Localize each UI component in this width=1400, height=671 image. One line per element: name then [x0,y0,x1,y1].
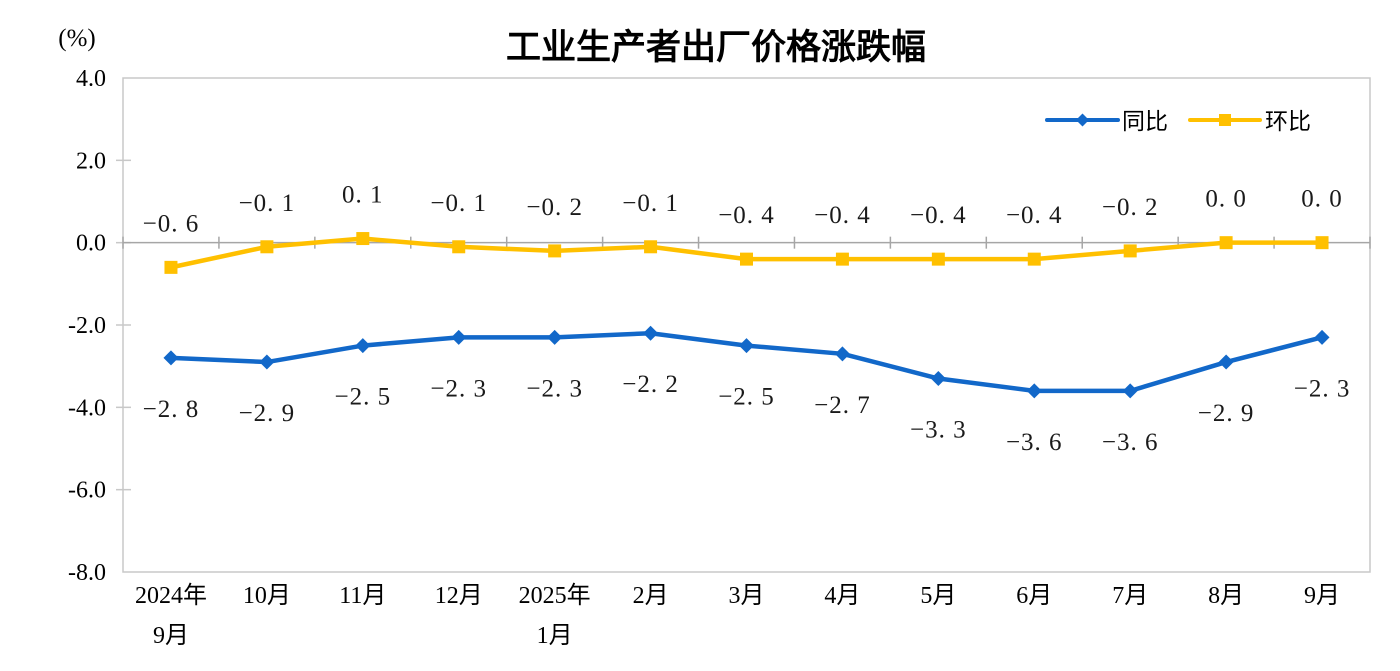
series-mom-value-label: 0. 0 [1301,186,1343,213]
series-mom-marker [1123,244,1137,258]
series-yoy-marker [451,329,467,345]
series-mom-marker [452,240,466,254]
y-axis-tick-label: 4.0 [76,66,106,92]
series-yoy-marker [1122,383,1138,399]
series-yoy-marker [547,329,563,345]
series-mom-value-label: 0. 1 [342,182,384,209]
series-mom-value-label: −0. 4 [718,202,775,229]
x-axis-category-label: 8月 [1208,583,1244,609]
series-yoy-value-label: −2. 2 [622,371,679,398]
legend-mom-marker [1219,114,1231,126]
series-yoy-value-label: −2. 3 [1294,375,1351,402]
series-mom-marker [835,252,849,266]
series-mom-marker [1315,236,1329,250]
legend-item-mom: 环比 [1188,108,1311,134]
series-yoy-value-label: −2. 3 [430,375,487,402]
series-mom-value-label: −0. 2 [1102,194,1159,221]
series-mom-marker [356,232,370,246]
series-mom-marker [260,240,274,254]
series-yoy-value-label: −2. 5 [335,384,392,411]
y-axis-unit-label: (%) [58,25,95,52]
legend-yoy-label: 同比 [1122,108,1168,134]
y-axis-tick-label: -4.0 [68,395,106,421]
x-axis-category-label: 2月 [633,583,669,609]
x-axis-category-label: 6月 [1016,583,1052,609]
x-axis-labels-group: 2024年 9月 10月 11月 12月 2025年 1月 2月 3月 4月 5月 6月 7月 8月 9月 [135,582,1340,649]
series-yoy-marker [643,325,659,341]
series-mom-marker [644,240,658,254]
x-axis-category-label: 3月 [729,583,765,609]
series-mom-value-label: −0. 4 [1006,202,1063,229]
series-yoy-value-label: −3. 3 [910,417,967,444]
x-axis-category-label: 5月 [920,583,956,609]
value-labels-group: −2. 8 −2. 9 −2. 5 −2. 3 −2. 3 −2. 2 −2. 5 −2. 7… [143,182,1351,456]
axes-group: 4.0 2.0 0.0 -2.0 -4.0 -6.0 -8.0 [68,66,1371,586]
series-mom-value-label: −0. 6 [143,210,200,237]
series-yoy-marker [739,338,754,354]
series-yoy-value-label: −2. 3 [526,375,583,402]
y-axis-tick-label: 2.0 [76,148,106,174]
series-mom-value-label: −0. 2 [526,194,583,221]
y-axis-tick-label: -6.0 [68,478,106,504]
series-mom-value-label: 0. 0 [1205,186,1247,213]
series-yoy-value-label: −2. 5 [718,384,775,411]
series-mom-marker [931,252,945,266]
series-yoy-value-label: −2. 7 [814,392,871,419]
series-mom-marker [1219,236,1233,250]
series-mom-value-label: −0. 4 [910,202,967,229]
chart-title: 工业生产者出厂价格涨跌幅 [506,28,926,67]
x-axis-category-label: 10月 [243,583,291,609]
series-mom-value-label: −0. 1 [430,190,487,217]
legend: 同比 环比 [1045,108,1311,134]
series-yoy-marker [1218,354,1234,370]
series-yoy-marker [1314,329,1330,345]
x-axis-category-label: 11月 [339,583,386,609]
series-yoy-marker [259,354,275,370]
x-axis-category-label: 12月 [435,583,483,609]
y-axis-tick-label: 0.0 [76,231,106,257]
series-group [163,232,1330,399]
x-axis-category-label: 9月 [1304,583,1340,609]
series-mom-marker [1027,252,1041,266]
series-yoy-marker [930,371,946,387]
series-mom-value-label: −0. 4 [814,202,871,229]
series-mom-value-label: −0. 1 [239,190,296,217]
series-yoy-value-label: −3. 6 [1006,429,1063,456]
x-axis-category-label: 2024年 9月 [135,582,207,649]
x-axis-category-label: 4月 [824,583,860,609]
series-mom-value-label: −0. 1 [622,190,679,217]
x-axis-category-label: 7月 [1112,583,1148,609]
legend-mom-label: 环比 [1265,108,1311,134]
series-yoy-value-label: −3. 6 [1102,429,1159,456]
series-yoy-marker [163,350,179,366]
series-yoy-value-label: −2. 9 [239,400,296,427]
legend-yoy-marker [1076,113,1089,127]
series-yoy-marker [1026,383,1042,399]
series-yoy-marker [834,346,850,362]
series-yoy-value-label: −2. 9 [1198,400,1255,427]
series-yoy-value-label: −2. 8 [143,396,200,423]
plot-area-frame [122,77,1371,573]
x-axis-category-label: 2025年 1月 [519,582,591,649]
y-axis-tick-label: -2.0 [68,313,106,339]
y-axis-tick-label: -8.0 [68,560,106,586]
series-mom-marker [548,244,562,258]
legend-item-yoy: 同比 [1045,108,1168,134]
series-yoy-marker [355,338,371,354]
series-mom-marker [740,252,753,266]
series-mom-marker [164,260,178,274]
